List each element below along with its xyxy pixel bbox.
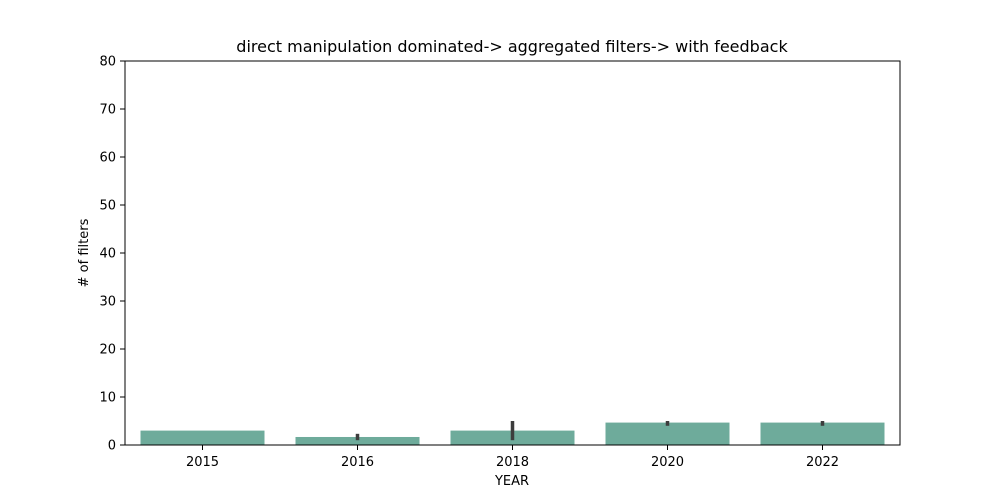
plot-frame xyxy=(124,60,901,446)
bar-2020 xyxy=(605,422,730,445)
x-tick-label-2015: 2015 xyxy=(186,455,219,470)
y-tick-label-30: 30 xyxy=(99,295,116,310)
x-tick-label-2022: 2022 xyxy=(806,455,839,470)
axes-layer: 0 10 20 30 40 50 60 70 80 2015 2016 2018 2020 2022 xyxy=(99,55,901,470)
x-tick-label-2016: 2016 xyxy=(341,455,374,470)
y-tick-label-40: 40 xyxy=(99,247,116,262)
error-bars-layer xyxy=(355,421,825,441)
y-tick-label-70: 70 xyxy=(99,103,116,118)
y-tick-label-80: 80 xyxy=(99,55,116,70)
y-tick-label-50: 50 xyxy=(99,199,116,214)
bar-2016 xyxy=(295,436,420,445)
bar-2022 xyxy=(760,422,885,445)
y-axis-title: # of filters xyxy=(77,218,92,287)
y-tick-label-60: 60 xyxy=(99,151,116,166)
y-tick-label-10: 10 xyxy=(99,391,116,406)
x-tick-label-2018: 2018 xyxy=(496,455,529,470)
x-tick-label-2020: 2020 xyxy=(651,455,684,470)
y-tick-label-20: 20 xyxy=(99,343,116,358)
chart-title: direct manipulation dominated-> aggregat… xyxy=(236,37,788,56)
x-axis-title: YEAR xyxy=(494,474,529,489)
y-tick-label-0: 0 xyxy=(108,439,116,454)
bar-2015 xyxy=(140,430,265,445)
